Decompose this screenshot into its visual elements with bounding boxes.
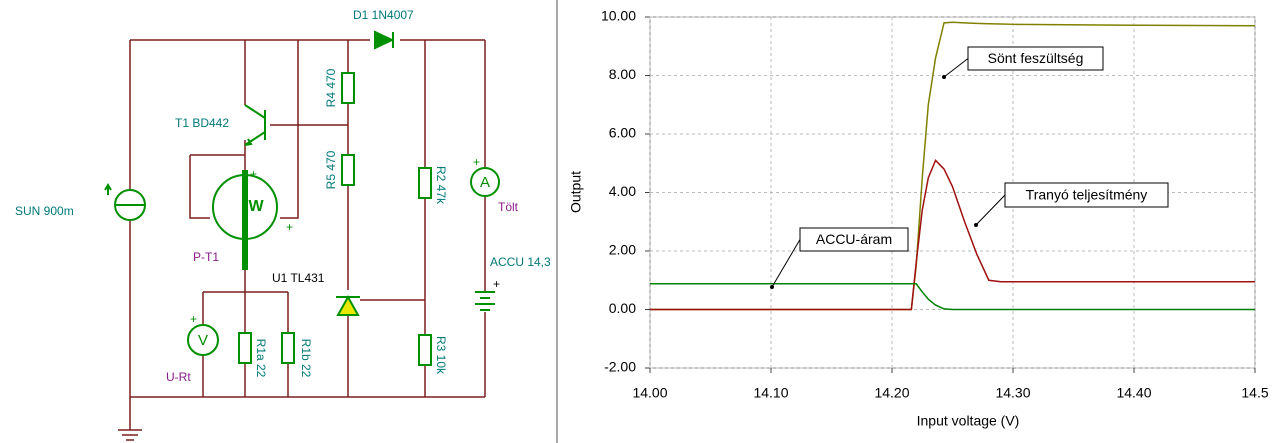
x-tick-label: 14.5 xyxy=(1241,385,1268,401)
y-tick-label: 8.00 xyxy=(609,66,636,82)
label: R1b 22 xyxy=(299,339,313,378)
y-tick-label: 10.00 xyxy=(601,8,636,24)
series-line xyxy=(650,283,1255,311)
label: D1 1N4007 xyxy=(353,8,414,22)
wires xyxy=(118,39,486,441)
label: + xyxy=(190,312,197,326)
callout-tip xyxy=(974,223,978,227)
legend-label: Tranyó teljesítmény xyxy=(1026,187,1148,203)
label: + xyxy=(493,277,500,291)
label: W xyxy=(248,198,264,215)
callout-arrow xyxy=(771,239,801,288)
callout-box xyxy=(1004,182,1169,208)
label: R1a 22 xyxy=(254,339,268,378)
y-tick-label: 2.00 xyxy=(609,242,636,258)
callout-box xyxy=(967,46,1104,71)
y-tick-label: -2.00 xyxy=(604,359,636,375)
series-line xyxy=(650,158,1255,311)
y-tick-label: 0.00 xyxy=(609,300,636,316)
label: A xyxy=(480,174,490,191)
callout-box xyxy=(799,227,909,252)
label: R2 47k xyxy=(434,166,448,205)
callout-tip xyxy=(770,285,774,289)
schematic: D1 1N4007 R4 470 T1 BD442 R5 470 R2 47k … xyxy=(15,8,551,441)
label: R4 470 xyxy=(324,68,338,107)
callout-tip xyxy=(942,75,946,79)
x-axis-title: Input voltage (V) xyxy=(917,413,1020,429)
legend-label: Sönt feszültség xyxy=(988,50,1084,66)
x-tick-label: 14.10 xyxy=(753,385,788,401)
label: R5 470 xyxy=(324,150,338,189)
chart: -2.00 0.00 2.00 4.00 6.00 8.00 10.00 14.00 14.10… xyxy=(601,8,1269,401)
label: R3 10k xyxy=(434,336,448,375)
label: + xyxy=(250,167,257,181)
x-tick-label: 14.20 xyxy=(874,385,909,401)
callout-arrow xyxy=(943,58,969,78)
y-tick-label: 6.00 xyxy=(609,125,636,141)
label: + xyxy=(473,155,480,169)
label: U-Rt xyxy=(166,370,191,384)
y-axis-title: Output xyxy=(568,171,584,213)
label: U1 TL431 xyxy=(272,271,325,285)
legend-label: ACCU-áram xyxy=(816,231,892,247)
x-tick-label: 14.40 xyxy=(1116,385,1151,401)
callout-arrow xyxy=(975,194,1006,226)
series-line xyxy=(650,21,1256,311)
components xyxy=(104,30,500,366)
label: SUN 900m xyxy=(15,204,74,218)
label: Tölt xyxy=(498,200,519,214)
x-tick-label: 14.30 xyxy=(995,385,1030,401)
label: P-T1 xyxy=(193,250,219,264)
x-tick-label: 14.00 xyxy=(632,385,667,401)
label: V xyxy=(198,332,208,349)
label: T1 BD442 xyxy=(175,116,229,130)
label: + xyxy=(286,220,293,234)
label: ACCU 14,3 xyxy=(490,255,551,269)
y-tick-label: 4.00 xyxy=(609,183,636,199)
